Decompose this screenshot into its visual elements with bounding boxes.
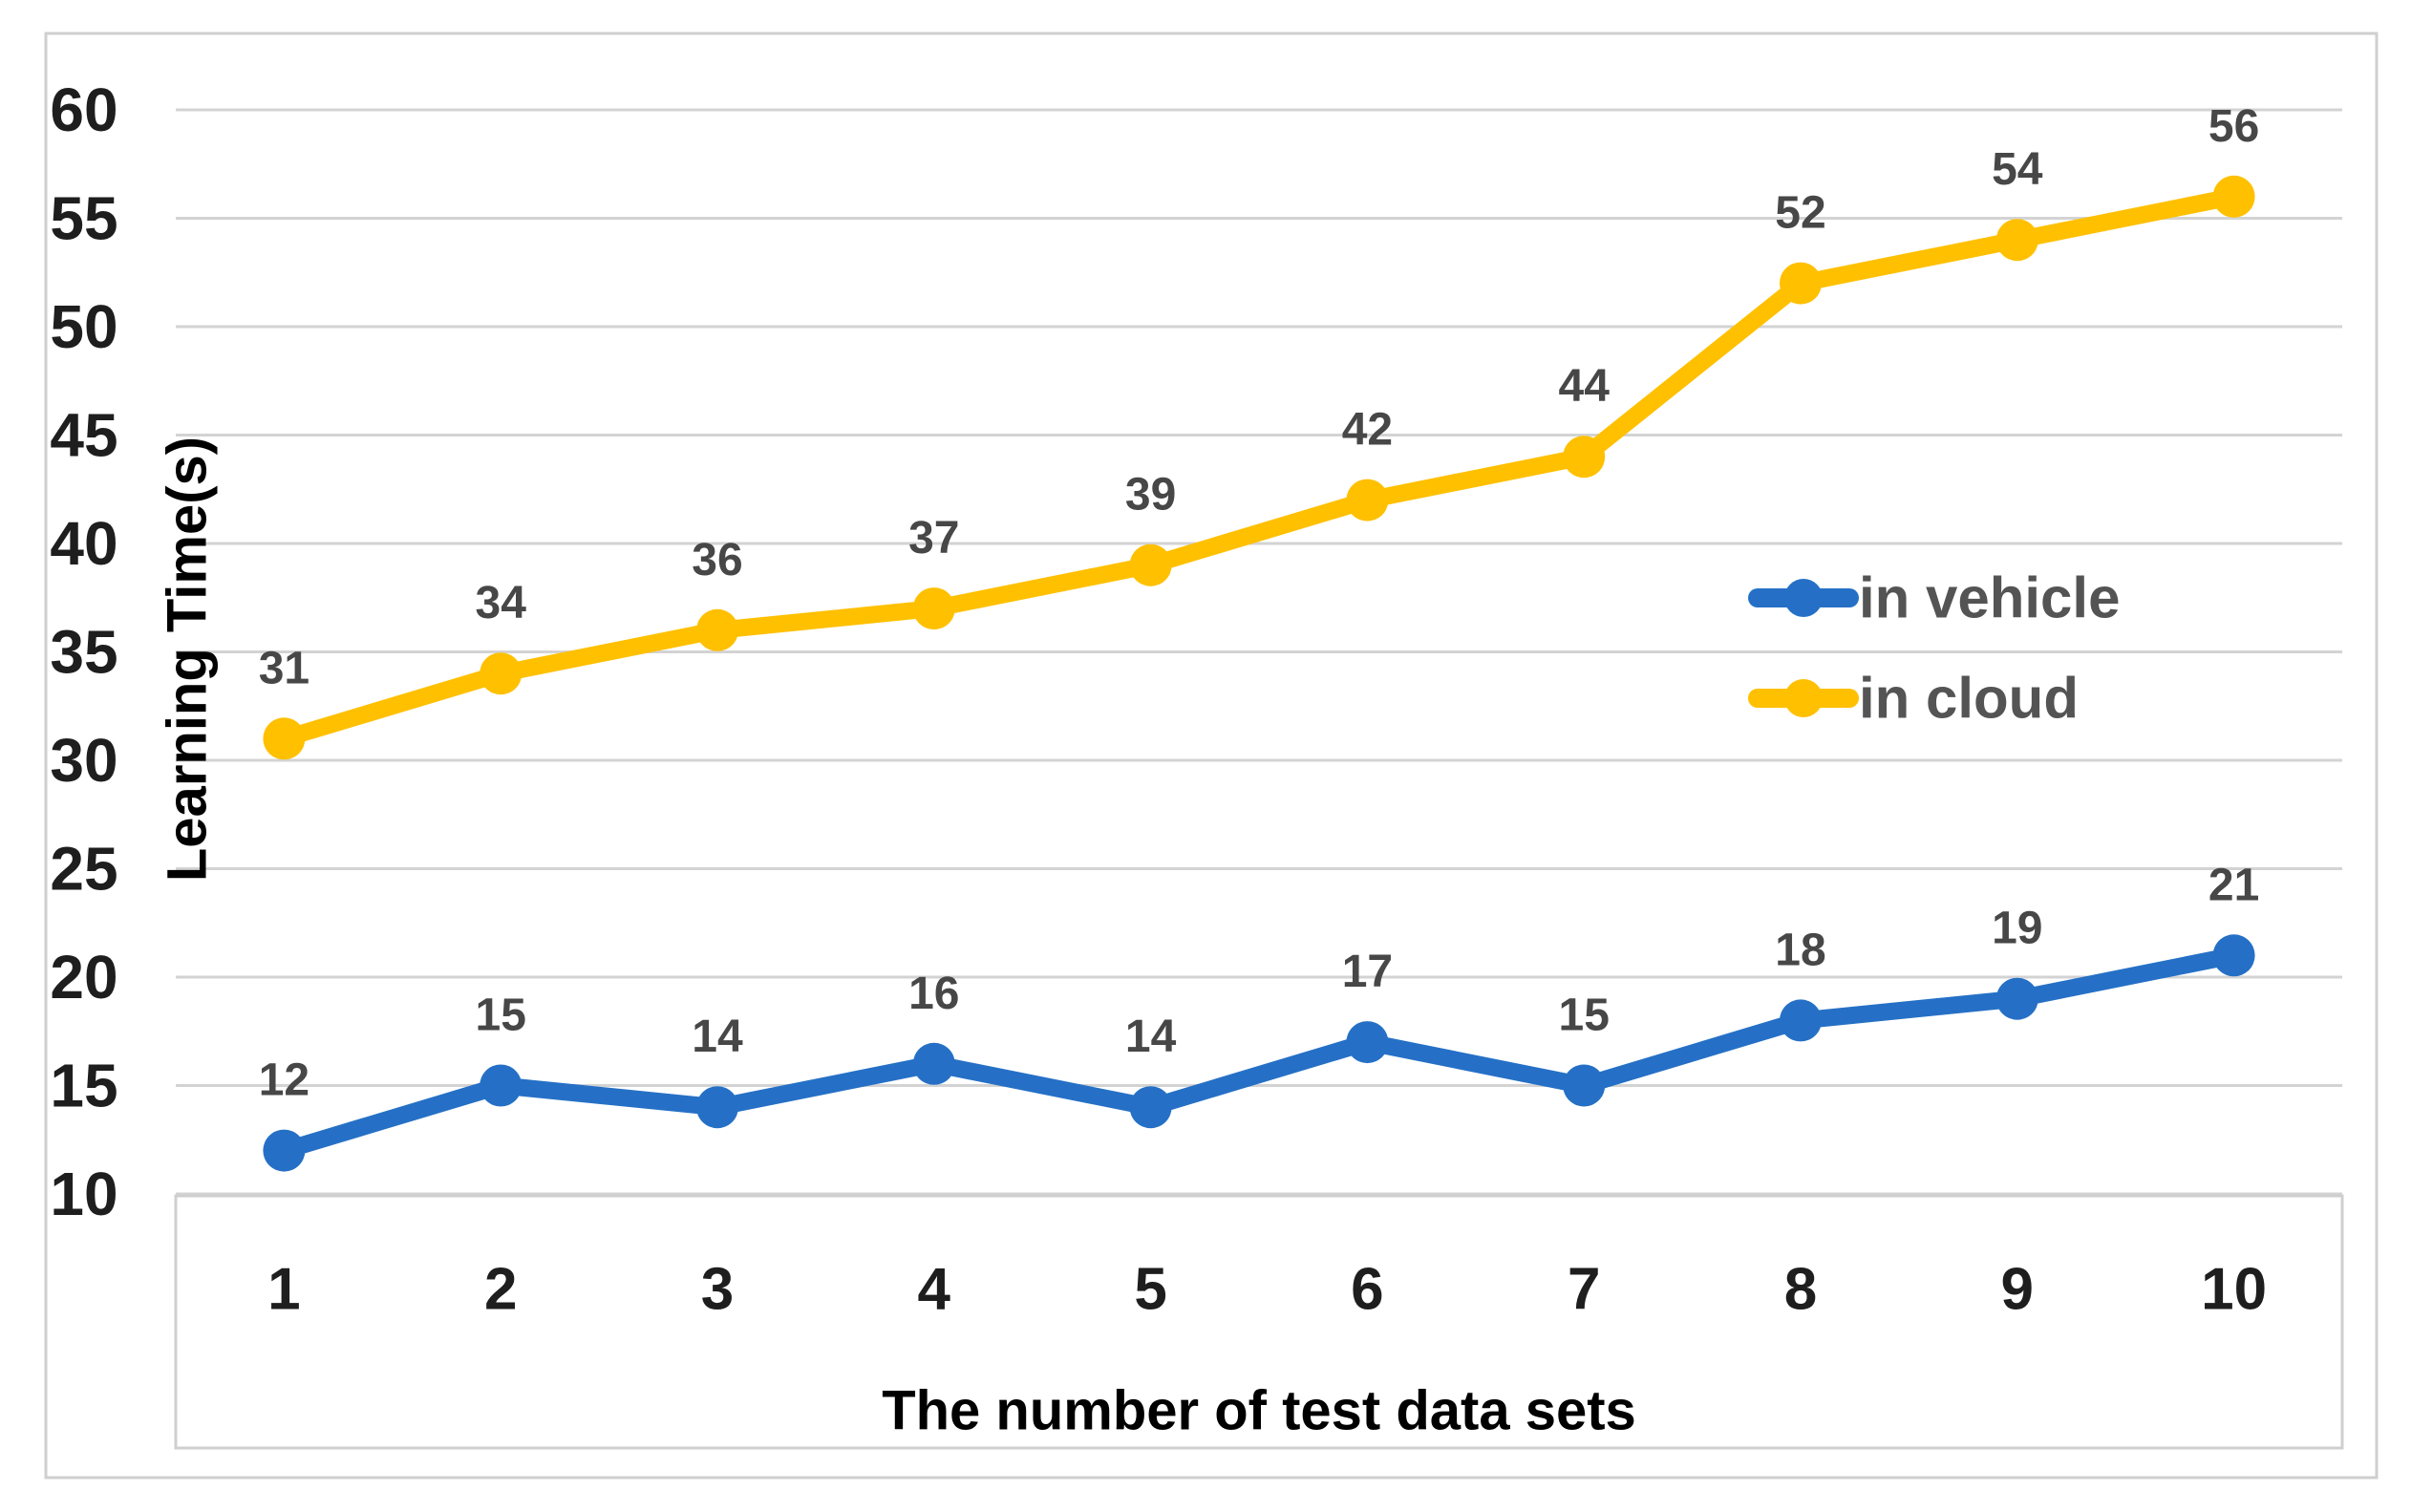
marker-in-cloud-x5: [1129, 543, 1172, 586]
x-tick-label-6: 6: [1351, 1257, 1383, 1323]
data-label-in-cloud-x8: 52: [1775, 188, 1825, 239]
marker-in-vehicle-x4: [912, 1042, 955, 1085]
y-tick-label-55: 55: [50, 184, 117, 253]
figure-border: [44, 32, 2379, 1480]
x-axis-label-box: [174, 1194, 2344, 1450]
legend-item-in-cloud: in cloud: [1748, 667, 2079, 731]
data-label-in-cloud-x5: 39: [1125, 470, 1176, 521]
series-line-in-vehicle: [275, 947, 2243, 1160]
data-label-in-cloud-x4: 37: [908, 513, 959, 564]
y-tick-label-40: 40: [50, 509, 117, 578]
marker-in-vehicle-x1: [263, 1129, 306, 1172]
data-label-in-cloud-x1: 31: [259, 643, 309, 693]
y-tick-label-20: 20: [50, 943, 117, 1012]
y-tick-label-45: 45: [50, 401, 117, 470]
data-label-in-cloud-x6: 42: [1342, 405, 1393, 456]
data-series: [263, 175, 2255, 1172]
data-label-in-vehicle-x9: 19: [1992, 904, 2042, 954]
series-line-in-cloud: [275, 187, 2243, 748]
x-tick-label-4: 4: [918, 1257, 951, 1323]
marker-in-vehicle-x3: [696, 1086, 738, 1129]
marker-in-vehicle-x9: [1995, 977, 2038, 1020]
data-label-in-vehicle-x7: 15: [1559, 990, 1610, 1041]
x-tick-label-7: 7: [1568, 1257, 1600, 1323]
data-label-in-cloud-x10: 56: [2208, 101, 2259, 152]
data-label-in-vehicle-x6: 17: [1342, 947, 1393, 997]
data-label-in-vehicle-x10: 21: [2208, 860, 2259, 910]
data-labels: 12 15 14 16 14 17 15 18 19 21 31 34 36 37 39 42 44 52 54 56: [259, 101, 2260, 1106]
y-axis-tick-labels: 10 15 20 25 30 35 40 45 50 55 60: [50, 75, 117, 1228]
legend-label-in-vehicle: in vehicle: [1859, 566, 2120, 630]
x-tick-label-1: 1: [267, 1257, 300, 1323]
marker-in-cloud-x10: [2212, 175, 2255, 218]
legend: in vehicle in cloud: [1748, 566, 2120, 731]
x-tick-label-3: 3: [701, 1257, 734, 1323]
data-label-in-cloud-x2: 34: [476, 578, 527, 628]
data-label-in-cloud-x9: 54: [1992, 144, 2043, 195]
marker-in-vehicle-x8: [1780, 999, 1822, 1042]
legend-item-in-vehicle: in vehicle: [1748, 566, 2120, 630]
gridlines: [176, 108, 2342, 1196]
x-tick-label-5: 5: [1134, 1257, 1166, 1323]
data-label-in-vehicle-x5: 14: [1125, 1012, 1177, 1062]
marker-in-cloud-x4: [912, 587, 955, 630]
marker-in-cloud-x2: [480, 652, 523, 695]
x-axis-tick-labels: 1 2 3 4 5 6 7 8 9 10: [267, 1257, 2267, 1323]
data-label-in-cloud-x3: 36: [692, 535, 742, 586]
y-tick-label-50: 50: [50, 292, 117, 361]
x-tick-label-10: 10: [2201, 1257, 2267, 1323]
data-label-in-vehicle-x3: 14: [692, 1012, 743, 1062]
y-tick-label-60: 60: [50, 75, 117, 144]
legend-marker-icon-in-cloud: [1784, 679, 1823, 717]
x-tick-label-9: 9: [2001, 1257, 2034, 1323]
x-tick-label-8: 8: [1784, 1257, 1817, 1323]
legend-marker-icon-in-vehicle: [1784, 579, 1823, 617]
y-tick-label-10: 10: [50, 1160, 117, 1228]
data-label-in-vehicle-x4: 16: [908, 969, 959, 1019]
marker-in-vehicle-x7: [1563, 1064, 1606, 1107]
data-label-in-vehicle-x2: 15: [476, 990, 526, 1041]
x-axis-title: The number of test data sets: [882, 1380, 1636, 1442]
marker-in-vehicle-x2: [480, 1064, 523, 1107]
y-tick-label-30: 30: [50, 726, 117, 795]
y-tick-label-35: 35: [50, 618, 117, 687]
marker-in-vehicle-x6: [1346, 1021, 1389, 1064]
y-tick-label-15: 15: [50, 1052, 117, 1120]
marker-in-vehicle-x5: [1129, 1086, 1172, 1129]
legend-label-in-cloud: in cloud: [1859, 667, 2079, 731]
marker-in-cloud-x1: [263, 717, 306, 760]
marker-in-vehicle-x10: [2212, 934, 2255, 977]
marker-in-cloud-x7: [1563, 436, 1606, 479]
x-tick-label-2: 2: [484, 1257, 517, 1323]
marker-in-cloud-x6: [1346, 479, 1389, 522]
marker-in-cloud-x8: [1780, 262, 1822, 305]
data-label-in-cloud-x7: 44: [1559, 361, 1611, 412]
marker-in-cloud-x3: [696, 608, 738, 651]
y-axis-title: Learning Time(s): [157, 437, 219, 882]
marker-in-cloud-x9: [1995, 219, 2038, 262]
data-label-in-vehicle-x8: 18: [1775, 925, 1825, 975]
y-tick-label-25: 25: [50, 835, 117, 904]
data-label-in-vehicle-x1: 12: [259, 1055, 309, 1106]
